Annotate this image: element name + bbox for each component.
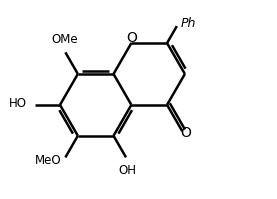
Text: Ph: Ph — [181, 17, 196, 30]
Text: O: O — [126, 31, 137, 45]
Text: MeO: MeO — [35, 154, 61, 167]
Text: HO: HO — [9, 97, 27, 110]
Text: OMe: OMe — [51, 32, 78, 46]
Text: O: O — [181, 126, 192, 140]
Text: OH: OH — [118, 164, 136, 177]
